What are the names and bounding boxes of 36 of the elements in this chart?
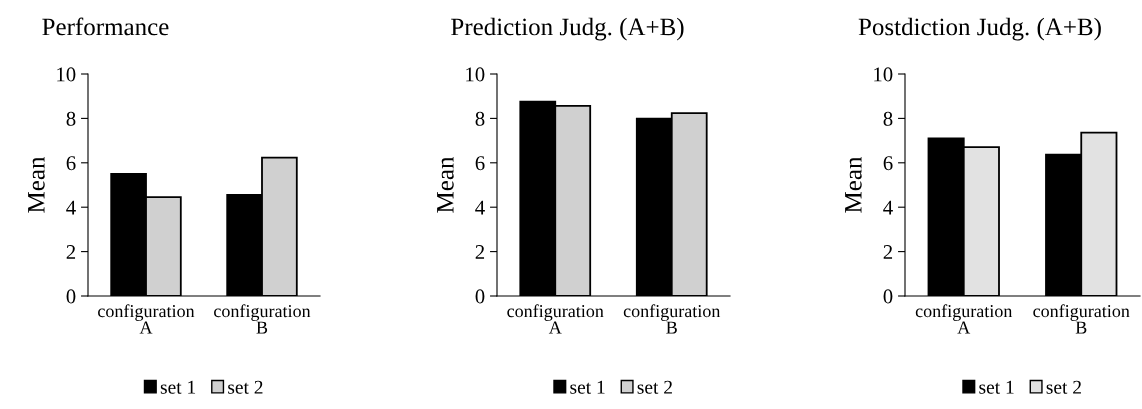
x-tick-label: configuration B: [214, 304, 311, 334]
legend-label: set 2: [637, 380, 672, 394]
legend-label: set 2: [1046, 380, 1081, 394]
y-tick-label: 4: [883, 200, 893, 215]
legend-label: set 1: [160, 380, 196, 394]
legend-label: set 2: [228, 380, 263, 394]
y-tick-label: 8: [66, 111, 76, 126]
y-tick-label: 10: [466, 67, 485, 82]
legend-label: set 1: [979, 380, 1014, 394]
y-tick-label: 8: [883, 111, 893, 126]
y-tick-label: 10: [57, 67, 76, 82]
y-axis-title: Mean: [437, 156, 454, 213]
y-axis-title: Mean: [28, 156, 45, 213]
y-tick-label: 6: [66, 156, 76, 171]
y-tick-label: 0: [66, 289, 76, 304]
x-tick-label: configuration A: [98, 304, 195, 334]
chart-title: Prediction Judg. (A+B): [451, 17, 684, 41]
legend-label: set 1: [570, 380, 605, 394]
y-tick-label: 8: [475, 111, 485, 126]
x-tick-label: configuration B: [1033, 304, 1130, 334]
x-tick-label: configuration A: [915, 304, 1013, 334]
y-tick-label: 6: [475, 156, 485, 171]
chart-title: Performance: [42, 17, 169, 36]
y-tick-label: 0: [883, 289, 893, 304]
chart-title: Postdiction Judg. (A+B): [858, 17, 1101, 41]
y-tick-label: 6: [883, 156, 893, 171]
y-tick-label: 4: [475, 200, 485, 215]
y-tick-label: 4: [66, 200, 76, 215]
x-tick-label: configuration B: [623, 304, 721, 334]
y-tick-label: 2: [883, 245, 893, 259]
y-tick-label: 2: [475, 245, 485, 259]
y-tick-label: 2: [66, 245, 76, 259]
x-tick-label: configuration A: [507, 304, 604, 334]
y-tick-label: 10: [874, 67, 893, 82]
y-axis-title: Mean: [845, 156, 862, 213]
y-tick-label: 0: [475, 289, 485, 304]
